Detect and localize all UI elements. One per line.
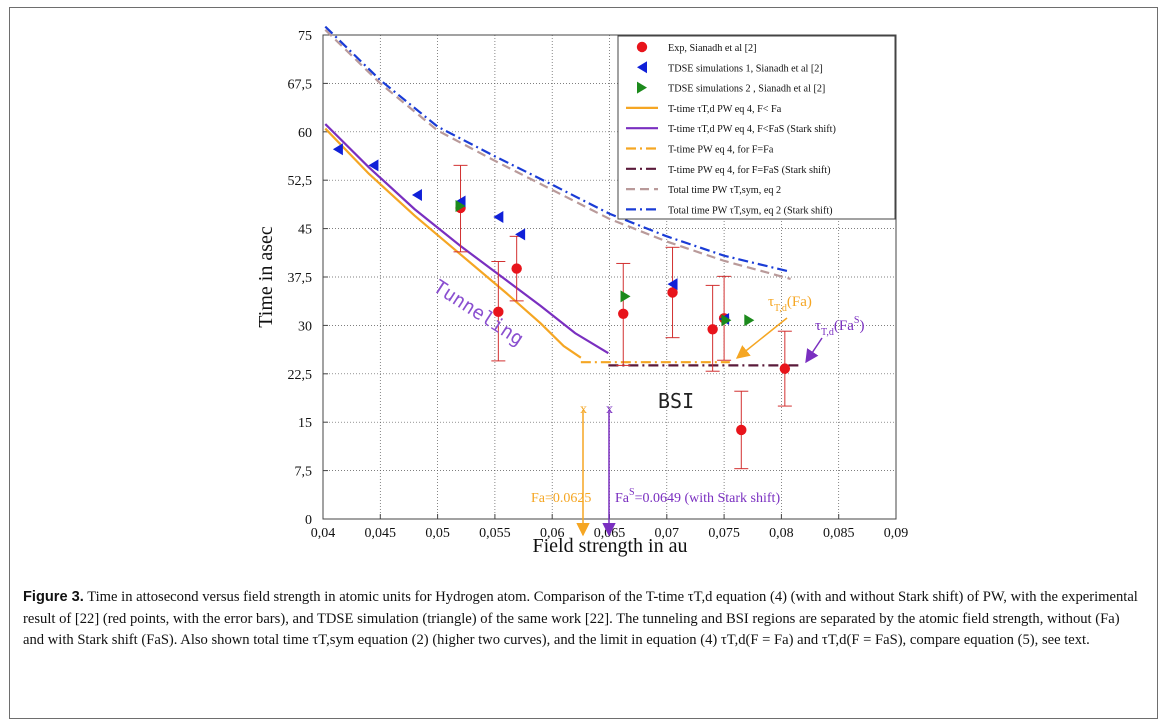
axis-ticks: 0,040,0450,050,0550,060,0650,070,0750,08… <box>288 29 909 541</box>
legend-label: TDSE simulations 1, Sianadh et al [2] <box>668 63 823 74</box>
data-point-1 <box>455 195 466 208</box>
x-tick-label: 0,09 <box>884 526 909 541</box>
x-tick-label: 0,06 <box>540 526 565 541</box>
data-point-0 <box>736 424 747 436</box>
x-axis-label: Field strength in au <box>533 535 688 557</box>
data-point-2 <box>721 314 732 327</box>
legend-label: Total time PW τT,sym, eq 2 (Stark shift) <box>668 205 833 216</box>
y-tick-label: 15 <box>298 416 312 431</box>
legend-label: Total time PW τT,sym, eq 2 <box>668 185 781 196</box>
legend-label: TDSE simulations 2 , Sianadh et al [2] <box>668 84 825 95</box>
markers-layer <box>332 143 792 470</box>
caption-label: Figure 3. <box>23 589 84 605</box>
data-point-2 <box>620 290 631 303</box>
caption-text: Time in attosecond versus field strength… <box>23 589 1138 648</box>
x-tick-label: 0,05 <box>425 526 450 541</box>
data-point-2 <box>744 314 755 327</box>
series-line-4 <box>324 123 609 355</box>
legend-label: T-time τT,d PW eq 4, F<FaS (Stark shift) <box>668 124 836 135</box>
x-tick-label: 0,075 <box>708 526 740 541</box>
data-point-1 <box>493 210 504 223</box>
data-point-0 <box>667 287 678 298</box>
data-point-2 <box>455 200 466 213</box>
x-tick-label: 0,055 <box>479 526 511 541</box>
data-point-0 <box>779 363 791 374</box>
fa-label: Fa=0.0625 <box>531 491 591 506</box>
tau-fas-arrow <box>805 337 823 364</box>
y-tick-label: 7,5 <box>295 465 313 480</box>
figure-caption: Figure 3. Time in attosecond versus fiel… <box>23 587 1138 652</box>
tau-fas-label: τT,d(FaS) <box>815 315 864 338</box>
y-tick-label: 52,5 <box>288 174 313 189</box>
legend-label: Exp, Sianadh et al [2] <box>668 43 757 54</box>
data-point-0 <box>618 308 629 319</box>
cross-b: x <box>606 402 613 417</box>
legend-label: T-time PW eq 4, for F=FaS (Stark shift) <box>668 165 831 176</box>
fas-label: FaS=0.0649 (with Stark shift) <box>615 487 780 506</box>
data-point-0 <box>707 324 718 335</box>
data-point-1 <box>515 228 526 241</box>
x-tick-label: 0,045 <box>365 526 397 541</box>
bsi-label: BSI <box>658 389 694 413</box>
y-tick-label: 30 <box>298 319 312 334</box>
cross-a: x <box>580 402 587 417</box>
y-tick-label: 60 <box>298 126 312 141</box>
y-tick-label: 67,5 <box>288 77 313 92</box>
y-tick-label: 22,5 <box>288 368 313 383</box>
x-tick-label: 0,085 <box>823 526 855 541</box>
series-line-8 <box>324 25 791 273</box>
series-line-3 <box>324 127 582 359</box>
legend: Exp, Sianadh et al [2] TDSE simulations 1… <box>617 35 896 220</box>
y-tick-label: 37,5 <box>288 271 313 286</box>
data-point-1 <box>667 278 678 291</box>
y-axis-label: Time in asec <box>255 226 277 328</box>
y-tick-label: 75 <box>298 29 312 44</box>
data-point-1 <box>332 143 343 156</box>
y-tick-label: 0 <box>305 513 312 528</box>
legend-label: T-time PW eq 4, for F=Fa <box>668 145 774 156</box>
data-point-0 <box>493 306 504 318</box>
tunneling-label: Tunneling <box>429 276 527 351</box>
x-tick-label: 0,04 <box>311 526 336 541</box>
y-tick-label: 45 <box>298 223 312 238</box>
x-tick-label: 0,08 <box>769 526 794 541</box>
data-point-1 <box>368 159 379 172</box>
chart: 0,040,0450,050,0550,060,0650,070,0750,08… <box>255 25 909 557</box>
data-point-1 <box>411 189 422 202</box>
x-tick-label: 0,07 <box>655 526 680 541</box>
legend-label: T-time τT,d PW eq 4, F< Fa <box>668 104 782 115</box>
data-point-0 <box>511 263 522 274</box>
legend-marker <box>636 41 648 53</box>
figure-frame <box>9 7 1158 719</box>
tau-fa-arrow <box>735 317 788 359</box>
series-layer <box>324 25 801 367</box>
annotations: Fa=0.0625 FaS=0.0649 (with Stark shift) … <box>429 276 864 537</box>
tau-fa-label: τT,d(Fa) <box>768 294 812 314</box>
legend-marker <box>637 81 647 94</box>
legend-box <box>617 35 896 220</box>
legend-marker <box>637 61 647 74</box>
series-line-7 <box>324 29 791 280</box>
